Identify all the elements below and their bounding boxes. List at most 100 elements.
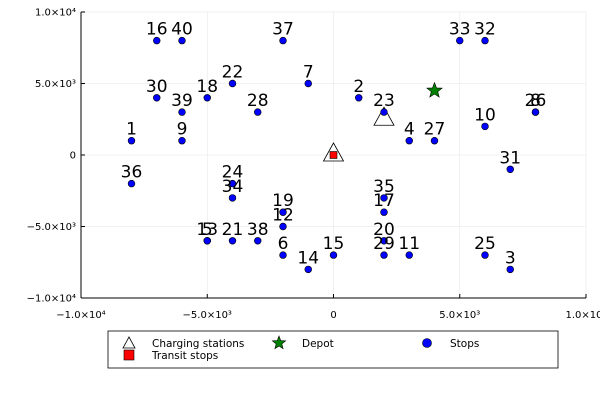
stop-point	[254, 237, 262, 245]
stop-label: 11	[398, 234, 420, 254]
stop-label: 21	[222, 220, 244, 240]
stop-label: 10	[474, 105, 496, 125]
stop-point	[506, 265, 514, 274]
stop-point	[127, 137, 136, 145]
stop-point	[153, 36, 161, 45]
stop-label: 23	[373, 91, 395, 111]
depot-marker	[426, 81, 443, 98]
stop-point	[405, 137, 413, 145]
stop-label: 37	[272, 20, 294, 40]
stop-label: 3	[505, 248, 516, 268]
stop-label: 33	[449, 20, 471, 40]
stop-label: 27	[424, 120, 446, 140]
stop-point	[203, 237, 211, 245]
x-tick-label: −1.0×10⁴	[56, 310, 105, 321]
stop-label: 25	[474, 234, 496, 254]
stop-point	[279, 222, 287, 231]
stop-label: 29	[373, 234, 395, 254]
stop-point	[228, 179, 237, 188]
legend-stops-icon	[422, 338, 432, 348]
y-tick-label: −5.0×10³	[27, 222, 76, 233]
x-tick-label: −5.0×10³	[183, 310, 232, 321]
legend-charging-icon	[122, 336, 136, 349]
stop-point	[228, 237, 237, 245]
stop-label: 28	[247, 91, 269, 111]
stop-point	[481, 36, 489, 45]
stop-label: 18	[196, 77, 218, 97]
stop-point	[380, 251, 388, 259]
stop-point	[531, 108, 540, 116]
x-tick-label: 0	[330, 310, 336, 321]
stop-label: 6	[278, 234, 289, 254]
stop-label: 12	[272, 206, 294, 226]
legend-transit-icon	[123, 349, 135, 361]
stop-label: 1	[126, 120, 137, 140]
stop-point	[380, 194, 388, 202]
legend-box	[107, 330, 559, 369]
stop-point	[304, 265, 312, 274]
stop-point	[178, 108, 186, 116]
data-marks	[127, 36, 540, 274]
stop-label: 8	[530, 91, 541, 111]
stop-point	[127, 179, 136, 188]
stop-point	[430, 137, 439, 145]
stop-point	[228, 194, 237, 202]
stop-label: 35	[373, 177, 395, 197]
charging-station-marker	[373, 106, 395, 126]
stop-label: 2	[353, 77, 364, 97]
stop-label: 19	[272, 191, 294, 211]
stop-label: 7	[303, 63, 314, 83]
transit-stop-marker	[329, 151, 338, 159]
stop-label: 40	[171, 20, 193, 40]
stop-label: 39	[171, 91, 193, 111]
stop-point	[380, 108, 388, 116]
stop-label: 5	[202, 220, 213, 240]
point-labels: 2346789101112131415161718192022232425272…	[121, 20, 547, 269]
stop-point	[279, 208, 287, 216]
stop-point	[178, 36, 186, 45]
axes: −1.0×10⁴ −5.0×10³ 0 5.0×10³ 1.0×10⁴ 1.0×10⁴ 5.…	[27, 8, 600, 322]
stop-label: 14	[297, 248, 319, 268]
stop-label: 38	[247, 220, 269, 240]
stop-point	[380, 237, 388, 245]
stop-label: 15	[323, 234, 345, 254]
stop-label: 31	[499, 148, 521, 168]
legend-label: Depot	[302, 338, 334, 350]
legend-label: Charging stations	[152, 338, 244, 350]
stop-label: 24	[222, 163, 244, 183]
stop-point	[329, 251, 338, 259]
legend-label: Stops	[450, 338, 479, 350]
stop-label: 9	[177, 120, 188, 140]
stop-point	[456, 36, 464, 45]
stop-point	[481, 251, 489, 259]
stop-point	[481, 122, 489, 131]
stop-point	[405, 251, 413, 259]
stop-point	[153, 94, 161, 102]
stop-label: 20	[373, 220, 395, 240]
stop-label: 4	[404, 120, 415, 140]
stop-label: 13	[196, 220, 218, 240]
stop-point	[279, 251, 287, 259]
stop-point	[254, 108, 262, 116]
stop-label: 36	[121, 163, 143, 183]
legend-depot-icon	[271, 335, 287, 350]
legend-label: Transit stops	[151, 350, 218, 362]
stop-label: 22	[222, 63, 244, 83]
stop-point	[380, 208, 388, 216]
y-tick-label: 1.0×10⁴	[35, 8, 76, 19]
x-tick-label: 1.0×10⁴	[565, 310, 600, 321]
stop-point	[228, 79, 237, 88]
y-tick-label: −1.0×10⁴	[27, 294, 76, 305]
stop-point	[178, 137, 186, 145]
stop-point	[304, 79, 312, 88]
y-tick-label: 0	[70, 151, 76, 162]
x-tick-label: 5.0×10³	[439, 310, 480, 321]
stop-label: 32	[474, 20, 496, 40]
stop-label: 17	[373, 191, 395, 211]
stop-label: 34	[222, 177, 244, 197]
stop-label: 30	[146, 77, 168, 97]
stop-label: 26	[525, 91, 547, 111]
stop-point	[355, 94, 363, 102]
